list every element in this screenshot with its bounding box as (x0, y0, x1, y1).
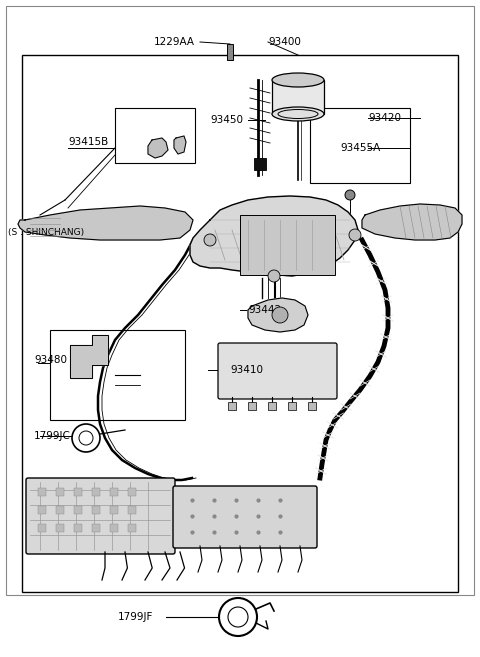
Bar (50, 330, 185, 420)
Text: 93420: 93420 (368, 113, 401, 123)
Ellipse shape (272, 107, 324, 121)
Bar (92, 488, 100, 496)
Bar (288, 402, 296, 410)
Polygon shape (70, 335, 108, 378)
Bar (128, 506, 136, 514)
Circle shape (345, 190, 355, 200)
Bar (254, 158, 266, 170)
Bar (115, 108, 195, 163)
Polygon shape (18, 206, 193, 240)
Circle shape (268, 270, 280, 282)
Bar (268, 402, 276, 410)
Bar (56, 488, 64, 496)
Bar (110, 488, 118, 496)
Bar (38, 488, 46, 496)
Bar (56, 506, 64, 514)
Bar (74, 506, 82, 514)
Bar (22, 55, 458, 592)
Bar (38, 506, 46, 514)
Text: 1799JC: 1799JC (34, 431, 71, 441)
Bar (92, 506, 100, 514)
FancyBboxPatch shape (218, 343, 337, 399)
Ellipse shape (272, 73, 324, 87)
Bar (6, 6, 474, 595)
Bar (308, 402, 316, 410)
Text: 1799JF: 1799JF (118, 612, 154, 622)
Text: 1229AA: 1229AA (154, 37, 195, 47)
Text: (S . SHINCHANG): (S . SHINCHANG) (8, 227, 84, 237)
Polygon shape (190, 196, 358, 276)
Polygon shape (362, 204, 462, 240)
Bar (310, 108, 410, 183)
Text: 93442: 93442 (248, 305, 281, 315)
Text: 93400: 93400 (268, 37, 301, 47)
Circle shape (349, 229, 361, 241)
Bar (110, 524, 118, 532)
FancyBboxPatch shape (26, 478, 175, 554)
Bar (74, 524, 82, 532)
Bar (240, 215, 335, 275)
Polygon shape (148, 138, 168, 158)
Text: 93410: 93410 (230, 365, 263, 375)
Text: 93455A: 93455A (340, 143, 380, 153)
Bar (248, 402, 256, 410)
Bar (128, 524, 136, 532)
Text: 93480: 93480 (34, 355, 67, 365)
Circle shape (272, 307, 288, 323)
Bar (74, 488, 82, 496)
Polygon shape (248, 298, 308, 332)
Bar (92, 524, 100, 532)
Bar (227, 44, 233, 60)
FancyBboxPatch shape (173, 486, 317, 548)
Text: 93450: 93450 (210, 115, 243, 125)
Bar (56, 524, 64, 532)
Polygon shape (174, 136, 186, 154)
Bar (272, 80, 324, 114)
Bar (228, 402, 236, 410)
Circle shape (204, 234, 216, 246)
Bar (128, 488, 136, 496)
Text: 93415B: 93415B (68, 137, 108, 147)
Bar (110, 506, 118, 514)
Bar (38, 524, 46, 532)
